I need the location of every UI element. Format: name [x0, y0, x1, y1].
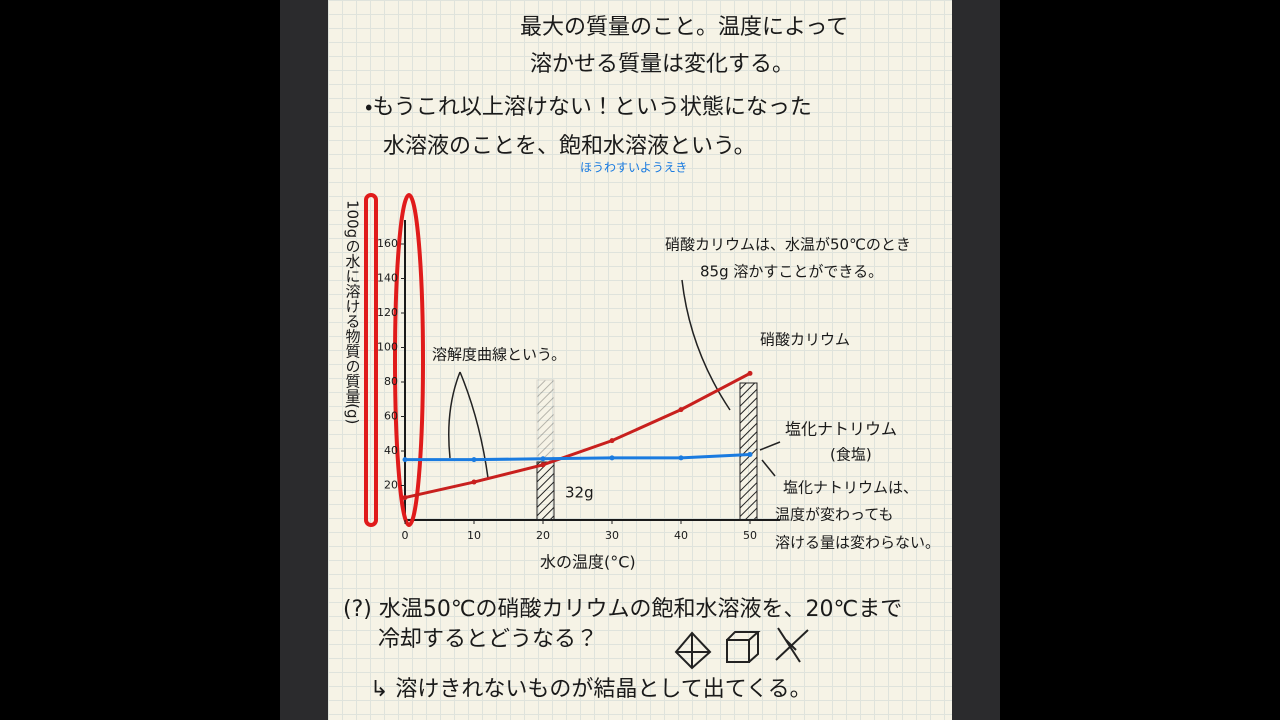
x-tick-label: 40 — [674, 529, 688, 542]
point — [471, 479, 477, 485]
x-tick-label: 10 — [467, 529, 481, 542]
annotation: 溶解度曲線という。 — [432, 346, 566, 364]
y-tick-label: 120 — [377, 306, 398, 319]
question: (?) 水温50℃の硝酸カリウムの飽和水溶液を、20℃まで — [343, 597, 902, 622]
x-tick-label: 0 — [402, 529, 409, 542]
x-tick-label: 50 — [743, 529, 757, 542]
paper — [328, 0, 952, 720]
point — [471, 457, 477, 463]
answer: ↳ 溶けきれないものが結晶として出てくる。 — [370, 677, 812, 702]
crystal-sketch — [674, 627, 809, 670]
question: 冷却するとどうなる？ — [378, 627, 598, 652]
x-axis-label: 水の温度(°C) — [540, 553, 636, 572]
illustration-bar — [536, 461, 555, 521]
point — [678, 455, 684, 461]
note-line: 水溶液のことを、飽和水溶液という。 — [383, 134, 756, 159]
note-line: 溶かせる質量は変化する。 — [530, 52, 794, 77]
axes — [404, 220, 780, 521]
series-line — [404, 372, 751, 500]
point — [402, 457, 408, 463]
point — [402, 495, 408, 501]
annotation: 温度が変わっても — [775, 506, 894, 524]
highlight — [364, 193, 378, 527]
point — [609, 455, 615, 461]
y-tick-label: 20 — [384, 479, 398, 492]
reading: ほうわすいようえき — [580, 161, 687, 175]
point — [609, 438, 615, 444]
annotation: 32g — [565, 484, 594, 502]
annotation: 塩化ナトリウムは、 — [783, 479, 918, 497]
annotation: 溶ける量は変わらない。 — [775, 534, 940, 552]
highlight — [393, 193, 425, 527]
note-line: ・もうこれ以上溶けない！という状態になった — [365, 95, 812, 120]
annotation: (食塩) — [830, 446, 872, 464]
y-tick-label: 160 — [377, 237, 398, 250]
legend-label: 塩化ナトリウム — [785, 420, 897, 439]
y-axis-label: 100gの水に溶ける物質の質量(g) — [344, 200, 362, 424]
series-line — [405, 452, 751, 462]
legend-label: 硝酸カリウム — [760, 331, 850, 349]
point — [540, 462, 546, 468]
y-tick-label: 140 — [377, 272, 398, 285]
arrow — [448, 279, 781, 479]
y-tick-label: 40 — [384, 444, 398, 457]
annotation: 硝酸カリウムは、水温が50℃のとき — [665, 236, 911, 254]
point — [540, 456, 546, 462]
illustration-bar — [739, 382, 758, 521]
y-tick-label: 80 — [384, 375, 398, 388]
illustration-bar — [536, 379, 555, 463]
y-tick-label: 60 — [384, 410, 398, 423]
point — [747, 370, 753, 376]
annotation: 85g 溶かすことができる。 — [700, 263, 883, 281]
y-tick-label: 100 — [377, 341, 398, 354]
x-tick-label: 30 — [605, 529, 619, 542]
point — [747, 451, 753, 457]
point — [678, 407, 684, 413]
x-tick-label: 20 — [536, 529, 550, 542]
note-line: 最大の質量のこと。温度によって — [520, 15, 848, 40]
